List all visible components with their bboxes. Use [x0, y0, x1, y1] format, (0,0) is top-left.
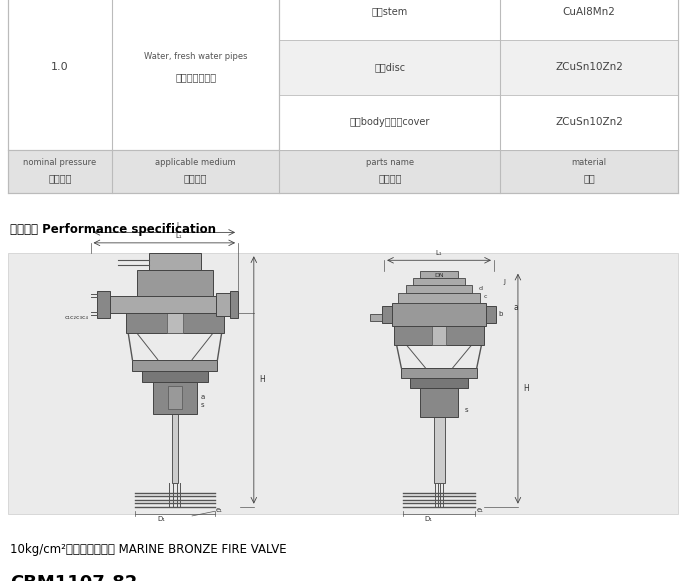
Bar [97, 291, 110, 318]
Text: e₁: e₁ [477, 507, 484, 512]
Bar [8, 0, 678, 150]
Text: ZCuSn10Zn2: ZCuSn10Zn2 [555, 117, 623, 127]
Text: s: s [200, 402, 204, 408]
Bar [149, 253, 201, 270]
Text: CuAl8Mn2: CuAl8Mn2 [563, 7, 615, 17]
Bar [500, 40, 678, 95]
Text: d: d [478, 286, 482, 290]
Text: Water, fresh water pipes: Water, fresh water pipes [144, 52, 248, 61]
Bar [279, 40, 500, 95]
Text: a: a [200, 394, 204, 400]
Bar [370, 314, 382, 321]
Bar [406, 285, 472, 293]
Bar [279, 95, 500, 150]
Bar [500, 95, 678, 150]
Bar [279, 0, 500, 40]
Bar [137, 270, 213, 296]
Bar [392, 303, 486, 326]
Text: 适用介质: 适用介质 [184, 173, 207, 183]
Text: ZCuSn10Zn2: ZCuSn10Zn2 [555, 62, 623, 72]
Bar [394, 326, 484, 345]
Bar [172, 414, 178, 483]
FancyBboxPatch shape [8, 253, 678, 514]
Bar [126, 313, 224, 333]
Text: 性能规范 Performance specification: 性能规范 Performance specification [10, 223, 216, 235]
Bar [410, 378, 468, 388]
Bar [420, 271, 458, 278]
Text: 阎盘disc: 阎盘disc [375, 62, 405, 72]
Bar [401, 368, 477, 378]
Bar [110, 296, 216, 313]
Bar [398, 293, 480, 303]
Bar [434, 417, 445, 483]
Text: parts name: parts name [366, 157, 414, 167]
Bar [168, 386, 182, 409]
Bar [153, 382, 197, 414]
Text: DN: DN [434, 273, 444, 278]
Text: 阀杆stem: 阀杆stem [372, 7, 408, 17]
Text: a: a [514, 303, 518, 312]
Text: 海水，淡水管道: 海水，淡水管道 [175, 73, 216, 83]
Text: J: J [504, 279, 505, 285]
Text: applicable medium: applicable medium [156, 157, 236, 167]
Text: 公称压力: 公称压力 [49, 173, 72, 183]
Text: nominal pressure: nominal pressure [23, 157, 97, 167]
Text: L₁: L₁ [175, 233, 182, 239]
Text: 10kg/cm²船用青銅消防阀 MARINE BRONZE FIRE VALVE: 10kg/cm²船用青銅消防阀 MARINE BRONZE FIRE VALVE [10, 543, 287, 556]
Bar [413, 278, 465, 285]
Text: b: b [499, 311, 503, 317]
Text: L: L [176, 223, 180, 228]
Text: 零件名称: 零件名称 [378, 173, 401, 183]
Bar [486, 306, 496, 323]
Text: CBM1107-82: CBM1107-82 [10, 574, 138, 581]
Text: 阎体body，阀盖cover: 阎体body，阀盖cover [350, 117, 430, 127]
Text: c: c [484, 295, 488, 299]
Text: H: H [523, 384, 529, 393]
Text: H: H [259, 375, 265, 385]
Bar [230, 291, 238, 318]
Text: D₁: D₁ [425, 517, 433, 522]
Bar [500, 0, 678, 40]
Text: material: material [571, 157, 606, 167]
Text: L₁: L₁ [436, 250, 442, 256]
Text: 材料: 材料 [583, 173, 595, 183]
Bar [8, 150, 678, 193]
Bar [216, 293, 230, 316]
Bar [132, 360, 217, 371]
Text: e₁: e₁ [216, 507, 223, 512]
Bar [432, 326, 446, 345]
Bar [142, 371, 208, 382]
Text: D₁: D₁ [157, 517, 165, 522]
Bar [382, 306, 392, 323]
Text: c₁c₂c₃c₄: c₁c₂c₃c₄ [65, 315, 88, 320]
Text: s: s [464, 407, 469, 413]
Text: 1.0: 1.0 [51, 62, 69, 72]
Bar [420, 388, 458, 417]
Bar [167, 313, 183, 333]
